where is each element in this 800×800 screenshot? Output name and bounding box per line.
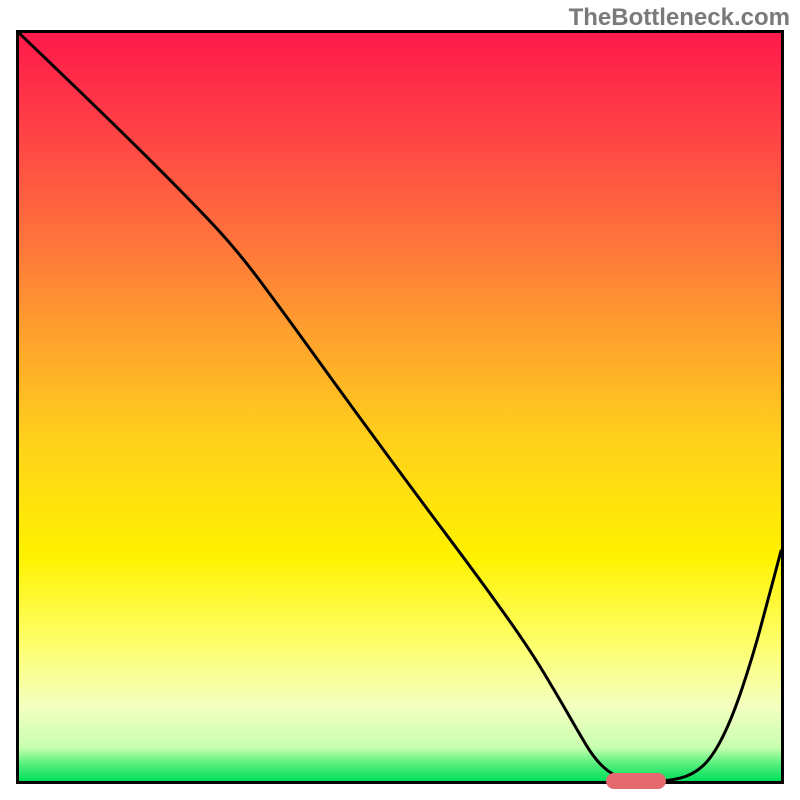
plot-area <box>16 30 784 784</box>
chart-container: { "watermark": { "text": "TheBottleneck.… <box>0 0 800 800</box>
optimal-marker <box>606 773 666 789</box>
curve-path <box>19 33 781 781</box>
watermark-text: TheBottleneck.com <box>569 4 790 32</box>
bottleneck-curve <box>19 33 781 781</box>
